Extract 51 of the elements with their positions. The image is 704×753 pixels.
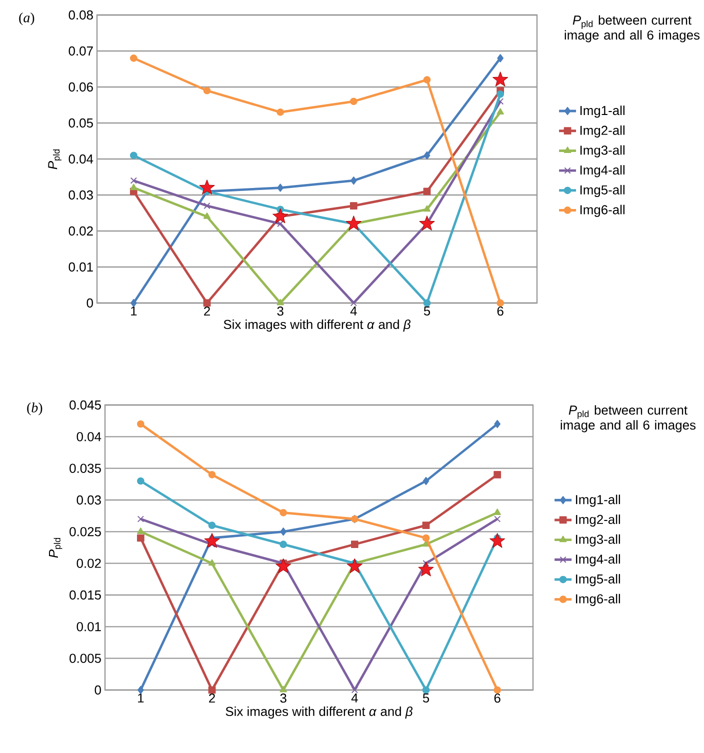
legend-label: Img1-all <box>580 106 624 118</box>
y-tick-label: 0.015 <box>70 590 101 600</box>
x-tick-label: 3 <box>277 306 284 316</box>
y-tick-label: 0.045 <box>70 400 101 410</box>
legend-label: Img1-all <box>576 494 620 507</box>
y-tick-label: 0 <box>86 298 93 308</box>
y-tick-label: 0 <box>94 685 101 695</box>
y-tick-label: 0.03 <box>68 190 93 200</box>
legend-title: P$_{pld}$ between current image and all 6 images <box>564 15 700 42</box>
x-tick-label: 4 <box>351 694 358 702</box>
y-axis-title: P$_{pld}$ <box>48 538 62 558</box>
y-tick-label: 0.005 <box>70 654 101 663</box>
x-tick-label: 5 <box>424 306 430 316</box>
x-tick-label: 1 <box>138 694 144 702</box>
x-axis-title: Six images with different α and β <box>224 320 410 332</box>
x-tick-label: 6 <box>494 694 500 703</box>
x-tick-label: 2 <box>209 694 215 703</box>
legend-label: Img3-all <box>580 145 624 158</box>
legend-label: Img5-all <box>580 184 624 198</box>
y-tick-label: 0.05 <box>68 118 93 128</box>
x-tick-label: 2 <box>204 306 210 316</box>
legend-label: Img3-all <box>576 534 620 546</box>
y-tick-label: 0.025 <box>70 527 101 536</box>
y-tick-label: 0.04 <box>68 154 94 164</box>
x-axis-title: Six images with different α and β <box>226 706 412 719</box>
legend-title: P$_{pld}$ between current image and all 6 images <box>560 405 696 432</box>
y-tick-label: 0.02 <box>68 226 93 236</box>
legend-label: Img6-all <box>580 204 624 217</box>
x-tick-label: 5 <box>422 694 430 703</box>
chart-title: (a) <box>19 12 34 26</box>
y-tick-label: 0.01 <box>68 262 93 272</box>
legend-label: Img2-all <box>576 514 620 527</box>
y-tick-label: 0.035 <box>70 464 101 473</box>
y-axis-title: P$_{pld}$ <box>48 149 62 170</box>
y-tick-label: 0.02 <box>76 558 101 568</box>
legend-label: Img4-all <box>580 165 624 178</box>
y-tick-label: 0.04 <box>76 432 102 442</box>
y-tick-label: 0.03 <box>76 495 101 505</box>
x-tick-label: 1 <box>131 306 137 316</box>
y-tick-label: 0.08 <box>68 10 93 20</box>
y-tick-label: 0.06 <box>68 82 93 92</box>
x-tick-label: 6 <box>497 306 504 316</box>
legend-label: Img6-all <box>576 594 620 606</box>
x-tick-label: 3 <box>280 694 286 703</box>
chart-title: (b) <box>27 402 42 416</box>
legend-label: Img4-all <box>576 554 620 566</box>
legend-label: Img2-all <box>580 125 624 138</box>
y-tick-label: 0.07 <box>68 46 93 56</box>
legend-label: Img5-all <box>576 574 620 586</box>
y-tick-label: 0.01 <box>76 622 101 632</box>
x-tick-label: 4 <box>350 306 357 316</box>
